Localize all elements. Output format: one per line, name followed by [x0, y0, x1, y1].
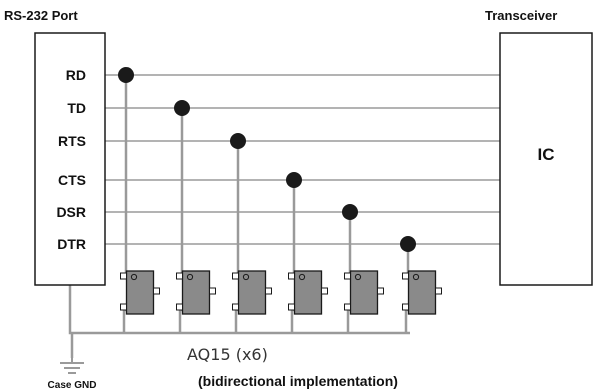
device-part-label: AQ15 (x6)	[187, 345, 268, 364]
junction-node	[174, 100, 190, 116]
device-feed-1	[124, 75, 132, 274]
rs232-port-box	[34, 32, 106, 286]
aq15-devices	[120, 270, 442, 315]
aq15-device-icon	[402, 270, 442, 315]
transceiver-title: Transceiver	[485, 8, 557, 23]
junction-node	[118, 67, 134, 83]
ground-symbol-icon	[60, 358, 84, 374]
signal-label-dtr: DTR	[57, 236, 86, 252]
junction-node	[342, 204, 358, 220]
aq15-device-icon	[232, 270, 272, 315]
signal-label-rd: RD	[66, 67, 86, 83]
junction-node	[286, 172, 302, 188]
junction-node	[400, 236, 416, 252]
signal-label-cts: CTS	[58, 172, 86, 188]
junction-node	[230, 133, 246, 149]
junction-nodes	[118, 67, 416, 252]
case-gnd-label: Case GND	[48, 380, 97, 391]
signal-label-td: TD	[67, 100, 86, 116]
implementation-note: (bidirectional implementation)	[198, 373, 398, 389]
aq15-device-icon	[344, 270, 384, 315]
ground-bus	[68, 285, 410, 358]
aq15-device-icon	[288, 270, 328, 315]
aq15-device-icon	[176, 270, 216, 315]
device-feed-5	[348, 212, 356, 274]
device-feed-4	[292, 180, 300, 274]
rs232-port-title: RS-232 Port	[4, 8, 78, 23]
signal-label-rts: RTS	[58, 133, 86, 149]
device-feed-2	[180, 108, 188, 274]
signal-label-dsr: DSR	[56, 204, 86, 220]
transceiver-ic-box	[499, 32, 593, 286]
signal-labels: RD TD RTS CTS DSR DTR	[56, 67, 86, 252]
aq15-device-icon	[120, 270, 160, 315]
device-feed-3	[236, 141, 244, 274]
wires	[68, 74, 500, 358]
ic-label: IC	[538, 145, 555, 164]
